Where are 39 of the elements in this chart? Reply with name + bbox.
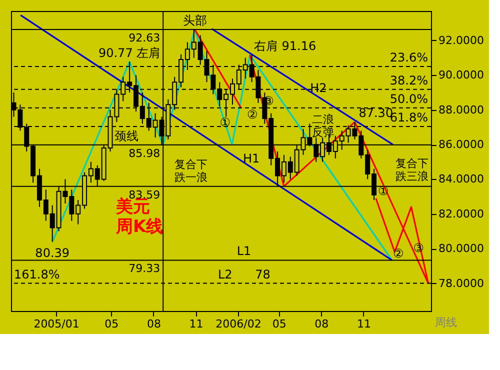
annotation: 头部 (182, 14, 207, 28)
annotation: ② (392, 246, 404, 260)
annotation: 右肩 91.16 (254, 39, 316, 54)
y-tick-label: 86.0000 (438, 138, 484, 152)
x-tick-label: 11 (356, 318, 371, 330)
annotation: 161.8% (14, 267, 60, 282)
annotation: 90.77 左肩 (98, 46, 161, 60)
annotation: 复合下跌三浪 (396, 157, 428, 183)
annotation: 23.6% (390, 50, 428, 64)
y-tick-label: 82.0000 (438, 207, 484, 220)
annotation: H1 (242, 151, 260, 166)
annotation: 50.0% (390, 92, 428, 106)
text: 周线 (435, 316, 457, 329)
annotation: 38.2% (390, 73, 428, 88)
annotation: 二浪反弹 (312, 113, 334, 139)
annotation: 颈线 (114, 128, 138, 143)
y-tick-label: 78.0000 (438, 276, 484, 290)
annotation: 复合下跌一浪 (174, 158, 208, 184)
x-tick-label: 08 (146, 318, 161, 330)
ref-line-label: 79.33 (128, 262, 160, 276)
annotation: L2 (218, 267, 232, 282)
y-tick-label: 80.0000 (438, 242, 484, 256)
x-tick-label: 05 (272, 318, 286, 330)
ref-line-label: 85.98 (128, 146, 160, 160)
annotation: 78 (255, 267, 270, 282)
y-tick-label: 90.0000 (438, 68, 484, 82)
x-tick-label: 08 (314, 318, 329, 330)
y-tick-label: 88.0000 (438, 103, 484, 116)
y-tick-label: 84.0000 (438, 172, 484, 186)
x-tick-label: 05 (104, 318, 119, 330)
y-tick-label: 92.0000 (438, 34, 484, 47)
x-tick-label: 11 (189, 318, 204, 330)
annotation: H2 (310, 81, 327, 96)
annotation: L1 (236, 244, 252, 258)
annotation: 80.39 (35, 246, 70, 260)
x-tick-label: 2006/02 (216, 318, 262, 330)
x-tick-label: 2005/01 (34, 318, 80, 330)
ref-line-label: 92.63 (128, 32, 160, 45)
annotation: ② (247, 108, 258, 122)
